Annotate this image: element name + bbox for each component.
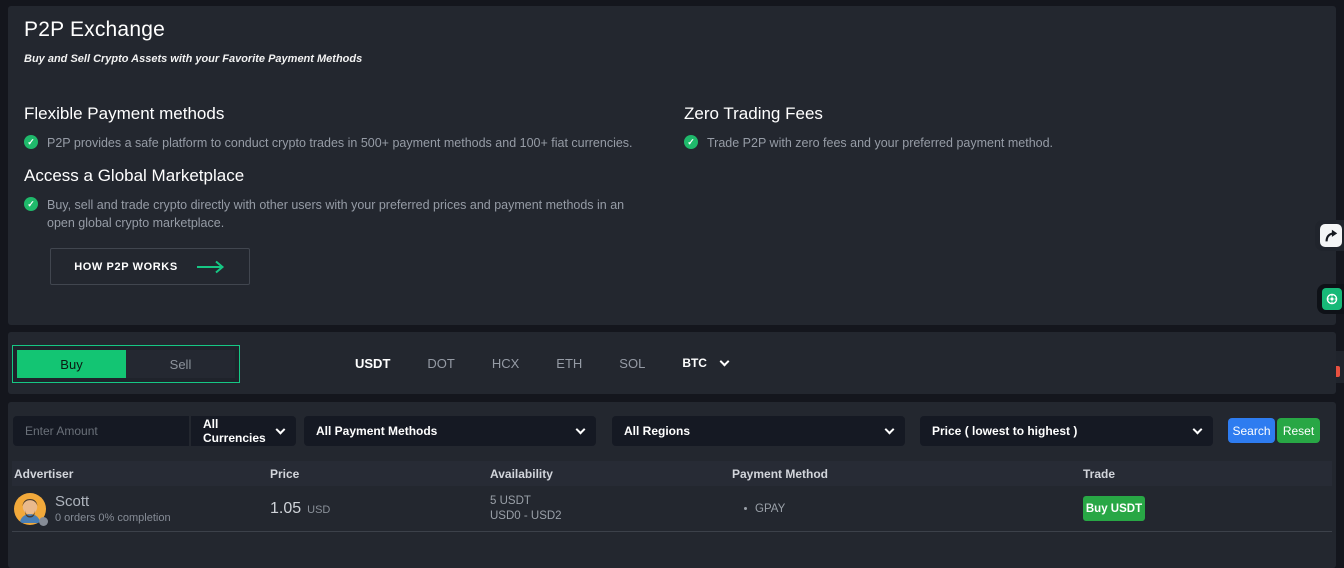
advertiser-stats: 0 orders 0% completion bbox=[55, 512, 171, 524]
payment-method-cell: GPAY bbox=[732, 503, 1083, 515]
currency-select-value: All Currencies bbox=[203, 417, 266, 445]
tab-dot[interactable]: DOT bbox=[427, 355, 455, 371]
col-advertiser: Advertiser bbox=[14, 466, 74, 481]
offers-table-header: Advertiser Price Availability Payment Me… bbox=[12, 461, 1332, 486]
check-icon: ✓ bbox=[24, 197, 38, 212]
status-dot bbox=[39, 516, 48, 526]
available-amount: 5 USDT bbox=[490, 494, 531, 507]
buy-usdt-button[interactable]: Buy USDT bbox=[1083, 496, 1145, 521]
price-value: 1.05 bbox=[270, 499, 302, 517]
region-select[interactable]: All Regions bbox=[612, 416, 905, 446]
price-sort-value: Price ( lowest to highest ) bbox=[932, 424, 1078, 438]
support-widget-pill bbox=[1317, 284, 1344, 314]
amount-input[interactable] bbox=[13, 416, 189, 446]
tab-eth[interactable]: ETH bbox=[556, 355, 583, 371]
limit-range: USD0 - USD2 bbox=[490, 509, 562, 522]
chevron-down-icon bbox=[719, 356, 730, 366]
tab-btc-label: BTC bbox=[682, 356, 707, 370]
trade-side-bar: Buy Sell USDT DOT HCX ETH SOL BTC bbox=[8, 332, 1336, 394]
table-row: Scott 0 orders 0% completion 1.05 USD 5 … bbox=[12, 486, 1332, 532]
payment-select-value: All Payment Methods bbox=[316, 424, 438, 438]
col-availability: Availability bbox=[490, 466, 553, 481]
support-widget-icon bbox=[1322, 288, 1342, 310]
tab-btc-dropdown[interactable]: BTC bbox=[682, 356, 730, 370]
how-p2p-works-button[interactable]: HOW P2P WORKS bbox=[50, 248, 250, 285]
how-p2p-works-label: HOW P2P WORKS bbox=[74, 260, 178, 273]
buy-sell-toggle: Buy Sell bbox=[12, 345, 240, 383]
features-right-column: Zero Trading Fees ✓ Trade P2P with zero … bbox=[684, 104, 1320, 246]
col-payment-method: Payment Method bbox=[732, 466, 829, 481]
advertiser-cell: Scott 0 orders 0% completion bbox=[14, 492, 270, 526]
col-trade: Trade bbox=[1083, 466, 1116, 481]
share-icon bbox=[1320, 224, 1342, 247]
payment-method-select[interactable]: All Payment Methods bbox=[304, 416, 596, 446]
feature-zero-fees: ✓ Trade P2P with zero fees and your pref… bbox=[684, 134, 1320, 152]
buy-toggle-button[interactable]: Buy bbox=[17, 350, 126, 378]
sell-toggle-button[interactable]: Sell bbox=[126, 350, 235, 378]
col-price: Price bbox=[270, 466, 300, 481]
hero-panel: P2P Exchange Buy and Sell Crypto Assets … bbox=[8, 6, 1336, 325]
feature-heading-flexible: Flexible Payment methods bbox=[24, 104, 225, 123]
avatar bbox=[14, 492, 48, 526]
availability-cell: 5 USDT USD0 - USD2 bbox=[490, 494, 732, 524]
share-fab-pill bbox=[1315, 220, 1344, 251]
advertiser-info: Scott 0 orders 0% completion bbox=[55, 493, 171, 524]
feature-flexible: ✓ P2P provides a safe platform to conduc… bbox=[24, 134, 674, 152]
arrow-right-icon bbox=[196, 260, 224, 273]
page-title: P2P Exchange bbox=[24, 18, 165, 41]
chevron-down-icon bbox=[575, 424, 586, 435]
amount-field-wrap bbox=[13, 416, 189, 446]
coin-tabs: USDT DOT HCX ETH SOL BTC bbox=[355, 332, 730, 394]
chevron-down-icon bbox=[1192, 424, 1203, 435]
currency-select[interactable]: All Currencies bbox=[191, 416, 296, 446]
bullet-icon bbox=[744, 507, 747, 510]
price-currency: USD bbox=[307, 503, 331, 516]
payment-method-name: GPAY bbox=[755, 502, 786, 515]
page-subtitle: Buy and Sell Crypto Assets with your Fav… bbox=[24, 53, 363, 65]
search-button[interactable]: Search bbox=[1228, 418, 1275, 443]
chevron-down-icon bbox=[884, 424, 895, 435]
price-sort-select[interactable]: Price ( lowest to highest ) bbox=[920, 416, 1213, 446]
region-select-value: All Regions bbox=[624, 424, 691, 438]
tab-hcx[interactable]: HCX bbox=[491, 355, 520, 371]
advertiser-name[interactable]: Scott bbox=[55, 493, 90, 510]
feature-heading-global: Access a Global Marketplace bbox=[24, 166, 245, 186]
price-cell: 1.05 USD bbox=[270, 500, 490, 518]
tab-sol[interactable]: SOL bbox=[619, 355, 646, 371]
tab-usdt[interactable]: USDT bbox=[355, 355, 391, 371]
features-left-column: Flexible Payment methods ✓ P2P provides … bbox=[24, 104, 674, 246]
feature-global: ✓ Buy, sell and trade crypto directly wi… bbox=[24, 196, 674, 232]
support-widget-fab[interactable] bbox=[1317, 284, 1344, 314]
check-icon: ✓ bbox=[684, 135, 698, 149]
features-grid: Flexible Payment methods ✓ P2P provides … bbox=[24, 104, 1320, 246]
share-fab[interactable] bbox=[1315, 220, 1344, 251]
reset-button[interactable]: Reset bbox=[1277, 418, 1320, 443]
market-panel: All Currencies All Payment Methods All R… bbox=[8, 402, 1336, 568]
feature-text-zero-fees: Trade P2P with zero fees and your prefer… bbox=[707, 136, 1054, 150]
feature-heading-zero-fees: Zero Trading Fees bbox=[684, 104, 823, 123]
check-icon: ✓ bbox=[24, 135, 38, 149]
feature-text-global: Buy, sell and trade crypto directly with… bbox=[47, 198, 625, 231]
feature-text-flexible: P2P provides a safe platform to conduct … bbox=[47, 136, 633, 150]
trade-cell: Buy USDT bbox=[1083, 496, 1332, 521]
